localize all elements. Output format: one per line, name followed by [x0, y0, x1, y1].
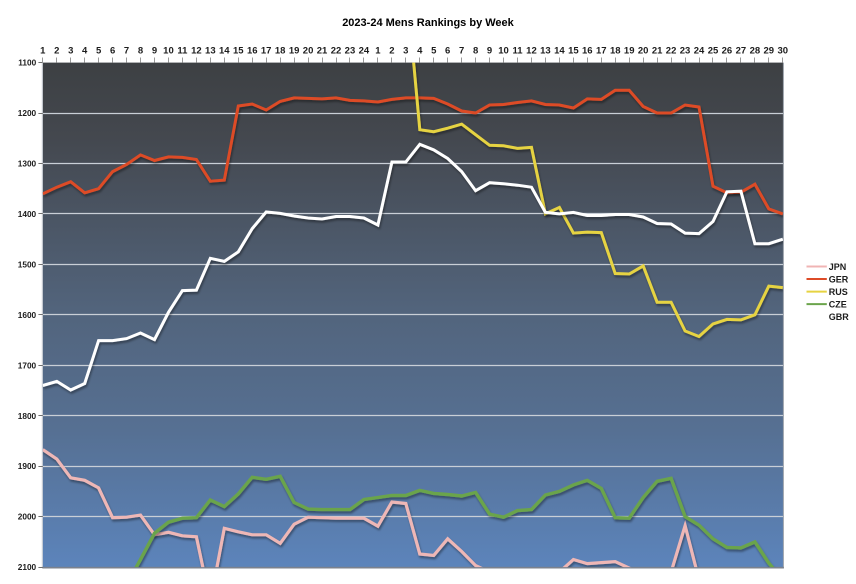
svg-text:11: 11 — [177, 46, 188, 57]
svg-text:17: 17 — [261, 46, 272, 57]
svg-text:16: 16 — [247, 46, 258, 57]
svg-text:23: 23 — [345, 46, 356, 57]
svg-text:9: 9 — [152, 46, 157, 57]
svg-text:24: 24 — [694, 46, 705, 57]
svg-text:1500: 1500 — [18, 259, 37, 269]
svg-text:3: 3 — [403, 46, 408, 57]
svg-text:1300: 1300 — [18, 159, 37, 169]
svg-text:29: 29 — [764, 46, 775, 57]
svg-text:13: 13 — [540, 46, 551, 57]
svg-text:4: 4 — [417, 46, 423, 57]
svg-text:2023-24 Mens Rankings by Week: 2023-24 Mens Rankings by Week — [342, 17, 514, 29]
svg-text:1200: 1200 — [18, 108, 37, 118]
svg-text:7: 7 — [124, 46, 129, 57]
svg-text:15: 15 — [568, 46, 579, 57]
svg-text:GBR: GBR — [829, 312, 850, 322]
svg-text:9: 9 — [487, 46, 492, 57]
svg-text:1100: 1100 — [18, 58, 36, 68]
svg-text:RUS: RUS — [829, 287, 848, 297]
svg-text:20: 20 — [638, 46, 649, 57]
svg-text:24: 24 — [359, 46, 370, 57]
svg-text:1400: 1400 — [18, 209, 37, 219]
svg-text:27: 27 — [736, 46, 747, 57]
svg-text:13: 13 — [205, 46, 216, 57]
svg-text:6: 6 — [445, 46, 450, 57]
svg-text:5: 5 — [96, 46, 102, 57]
svg-text:25: 25 — [708, 46, 719, 57]
svg-text:10: 10 — [498, 46, 509, 57]
svg-text:28: 28 — [750, 46, 761, 57]
svg-text:23: 23 — [680, 46, 691, 57]
svg-text:1: 1 — [375, 46, 381, 57]
svg-text:1900: 1900 — [18, 461, 37, 471]
svg-text:21: 21 — [317, 46, 328, 57]
svg-text:3: 3 — [68, 46, 73, 57]
svg-text:2: 2 — [54, 46, 59, 57]
svg-text:1600: 1600 — [18, 310, 37, 320]
svg-text:2100: 2100 — [18, 562, 37, 572]
svg-text:2000: 2000 — [18, 512, 37, 522]
svg-text:22: 22 — [331, 46, 342, 57]
svg-text:30: 30 — [778, 46, 789, 57]
svg-text:20: 20 — [303, 46, 314, 57]
svg-text:11: 11 — [512, 46, 523, 57]
svg-text:22: 22 — [666, 46, 677, 57]
svg-text:CZE: CZE — [829, 299, 847, 309]
svg-text:12: 12 — [191, 46, 202, 57]
svg-text:5: 5 — [431, 46, 437, 57]
svg-text:4: 4 — [82, 46, 88, 57]
svg-text:12: 12 — [526, 46, 537, 57]
svg-text:19: 19 — [624, 46, 635, 57]
svg-text:8: 8 — [473, 46, 478, 57]
svg-text:21: 21 — [652, 46, 663, 57]
svg-text:15: 15 — [233, 46, 244, 57]
svg-text:1700: 1700 — [18, 360, 37, 370]
svg-text:10: 10 — [163, 46, 174, 57]
svg-text:1: 1 — [40, 46, 46, 57]
svg-text:8: 8 — [138, 46, 143, 57]
svg-text:14: 14 — [219, 46, 230, 57]
svg-text:1800: 1800 — [18, 411, 37, 421]
svg-text:17: 17 — [596, 46, 607, 57]
svg-text:2: 2 — [389, 46, 394, 57]
svg-text:16: 16 — [582, 46, 593, 57]
svg-text:18: 18 — [275, 46, 286, 57]
svg-text:14: 14 — [554, 46, 565, 57]
svg-text:19: 19 — [289, 46, 300, 57]
svg-text:JPN: JPN — [829, 262, 847, 272]
svg-text:GER: GER — [829, 274, 849, 284]
svg-text:18: 18 — [610, 46, 621, 57]
svg-text:26: 26 — [722, 46, 733, 57]
svg-text:6: 6 — [110, 46, 115, 57]
svg-text:7: 7 — [459, 46, 464, 57]
